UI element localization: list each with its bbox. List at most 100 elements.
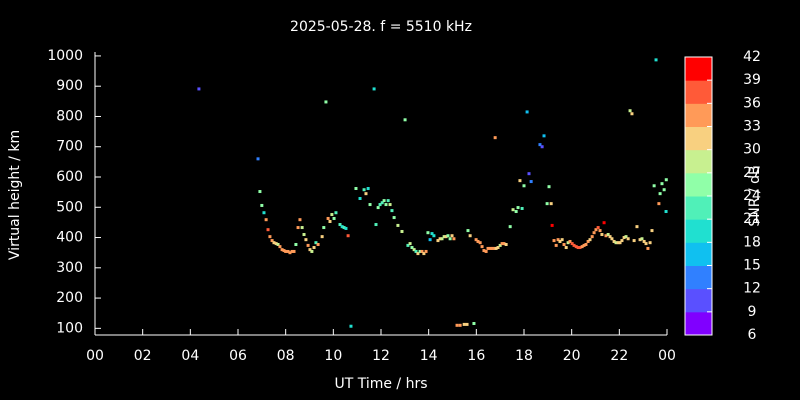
data-point [538, 143, 542, 147]
data-point [436, 239, 440, 243]
colorbar-band [685, 242, 712, 266]
colorbar-band [685, 219, 712, 243]
data-point [566, 241, 570, 245]
data-point [650, 229, 654, 233]
data-point [508, 225, 512, 229]
data-point [324, 100, 328, 104]
colorbar-tick-label: 9 [748, 304, 757, 320]
data-point [480, 245, 484, 249]
y-tick-label: 100 [56, 320, 83, 336]
y-tick-label: 200 [56, 290, 83, 306]
data-point [646, 246, 650, 250]
data-point [486, 246, 490, 250]
data-point [482, 249, 486, 253]
data-point [574, 245, 578, 249]
data-point [570, 242, 574, 246]
data-point [493, 136, 497, 140]
x-tick-label: 10 [324, 348, 342, 364]
data-point [346, 234, 350, 238]
data-point [414, 249, 418, 253]
colorbar-tick-label: 39 [743, 72, 761, 88]
data-point [626, 237, 630, 241]
data-point [582, 243, 586, 247]
data-point [640, 237, 644, 241]
data-point [642, 239, 646, 243]
data-point [547, 185, 551, 189]
data-point [274, 242, 278, 246]
data-point [554, 243, 558, 247]
data-point [502, 242, 506, 246]
x-tick-label: 16 [467, 348, 485, 364]
data-point [511, 208, 515, 212]
colorbar-band [685, 103, 712, 127]
data-point [564, 246, 568, 250]
data-point [392, 216, 396, 220]
data-point [657, 202, 661, 206]
data-point [374, 223, 378, 227]
data-point [262, 211, 266, 215]
colorbar-band [685, 80, 712, 104]
data-point [312, 246, 316, 250]
data-point [310, 249, 314, 253]
data-point [260, 203, 264, 207]
data-point [606, 233, 610, 237]
data-point [338, 223, 342, 227]
data-point [420, 249, 424, 253]
data-point [376, 206, 380, 210]
colorbar-tick-label: 15 [743, 258, 761, 274]
colorbar-band [685, 196, 712, 220]
data-point [474, 238, 478, 242]
data-point [580, 245, 584, 249]
data-point [550, 223, 554, 227]
data-point [455, 323, 459, 327]
data-point [368, 203, 372, 207]
data-point [620, 239, 624, 243]
data-point [300, 226, 304, 230]
y-tick-label: 600 [56, 169, 83, 185]
data-point [624, 235, 628, 239]
data-point [500, 242, 504, 246]
data-point [616, 241, 620, 245]
data-point [354, 187, 358, 191]
data-point [664, 178, 668, 182]
data-point [362, 188, 366, 192]
data-point [652, 184, 656, 188]
y-tick-label: 500 [56, 199, 83, 215]
data-point [635, 225, 639, 229]
data-point [403, 118, 407, 122]
data-point [270, 239, 274, 243]
y-axis-label: Virtual height / km [7, 130, 23, 260]
data-point [290, 249, 294, 253]
data-point [197, 87, 201, 91]
colorbar-tick-label: 12 [743, 281, 761, 297]
data-point [488, 246, 492, 250]
data-point [584, 243, 588, 247]
data-point [525, 110, 529, 114]
data-point [266, 228, 270, 232]
colorbar-band [685, 126, 712, 151]
y-tick-label: 800 [56, 108, 83, 124]
data-point [572, 243, 576, 247]
data-point [278, 245, 282, 249]
colorbar-label: SNR / dB [747, 165, 763, 226]
data-point [364, 192, 368, 196]
data-point [400, 229, 404, 233]
data-point [406, 243, 410, 247]
data-point [432, 234, 436, 238]
data-point [430, 232, 434, 236]
x-tick-label: 18 [515, 348, 533, 364]
data-point [388, 203, 392, 207]
data-point [268, 235, 272, 239]
data-point [334, 211, 338, 215]
data-point [552, 239, 556, 243]
data-point [660, 182, 664, 186]
data-point [604, 234, 608, 238]
data-point [518, 179, 522, 183]
data-point [349, 324, 353, 328]
data-point [568, 239, 572, 243]
data-point [610, 237, 614, 241]
data-point [384, 203, 388, 207]
data-point [664, 210, 668, 214]
x-tick-label: 12 [372, 348, 390, 364]
data-point [496, 246, 500, 250]
